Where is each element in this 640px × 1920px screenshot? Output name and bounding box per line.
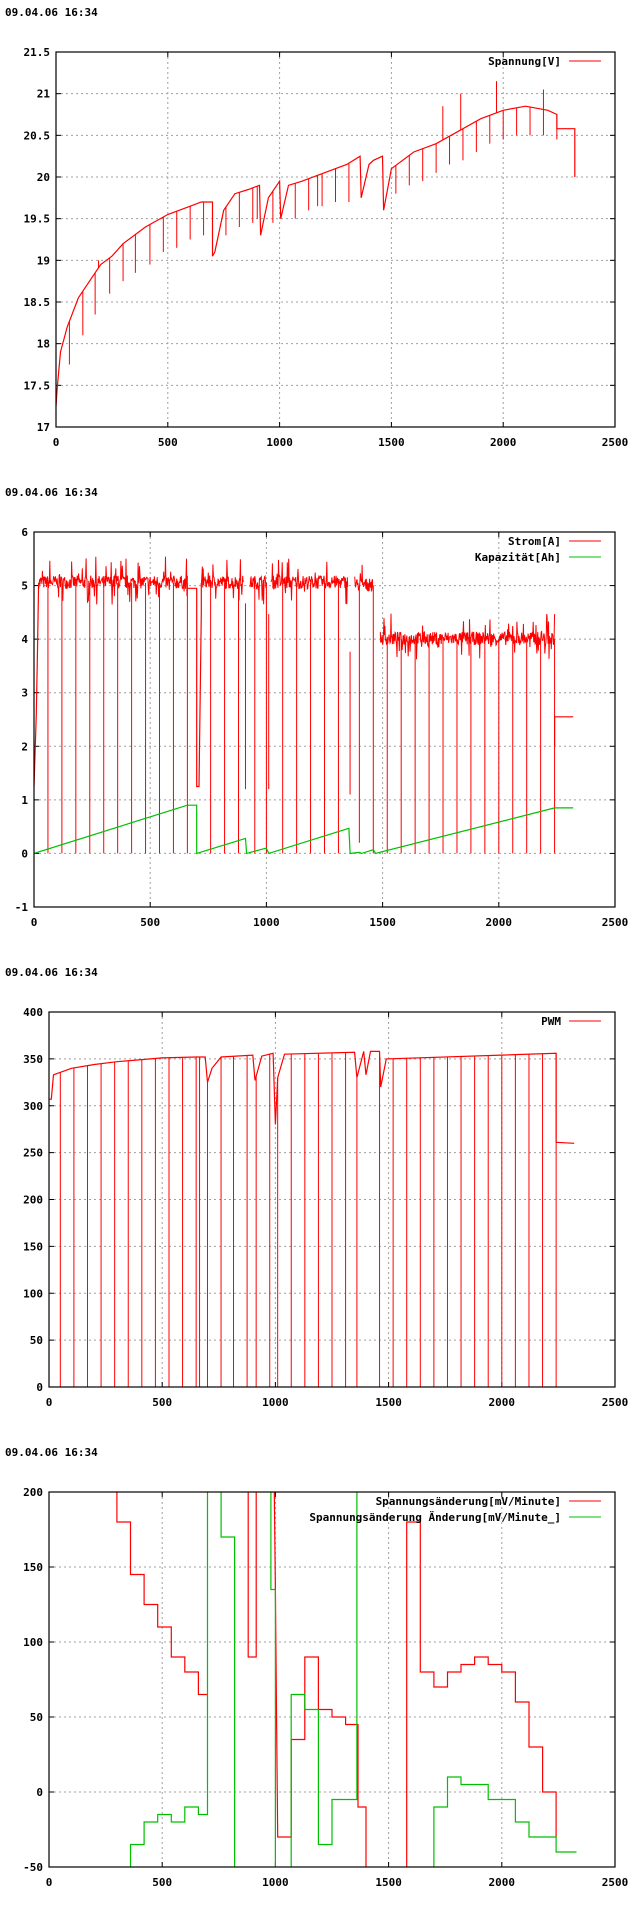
y-tick-label: 19.5 [24, 213, 51, 226]
pwm-chart-svg: 0 50 100 150 200 250 300 350 400 0 500 1000 1500 2000… [23, 1006, 629, 1409]
plot-border [33, 531, 616, 908]
y-tick-label: 150 [23, 1561, 43, 1574]
current-capacity-chart: 09.04.06 16:34 -1 0 1 2 3 4 5 6 0 500 1000 1500 2000… [0, 480, 640, 960]
x-tick-label: 0 [53, 436, 60, 449]
x-tick-label: 500 [152, 1396, 172, 1409]
x-tick-label: 0 [46, 1876, 53, 1889]
y-tick-label: 0 [36, 1381, 43, 1394]
series-line [34, 804, 574, 855]
series-0 [56, 81, 576, 407]
y-tick-label: 5 [21, 580, 28, 593]
y-tick-label: 350 [23, 1053, 43, 1066]
voltage-chart: 09.04.06 16:34 17 17.5 18 18.5 19 19.5 20 20.5 2… [0, 0, 640, 480]
series-line [116, 1492, 557, 1867]
timestamp: 09.04.06 16:34 [5, 966, 98, 979]
y-tick-label: 250 [23, 1147, 43, 1160]
legend-label: Spannungsänderung Änderung[mV/Minute_] [309, 1510, 561, 1524]
y-tick-label: -1 [15, 901, 29, 914]
legend-label: Kapazität[Ah] [475, 551, 561, 564]
plot-border [55, 51, 616, 428]
y-tick-label: 6 [21, 526, 28, 539]
x-tick-label: 0 [31, 916, 38, 929]
y-tick-label: 50 [30, 1711, 43, 1724]
y-tick-label: 50 [30, 1334, 43, 1347]
y-tick-label: 300 [23, 1100, 43, 1113]
pwm-chart: 09.04.06 16:34 0 50 100 150 200 250 300 350 400 0… [0, 960, 640, 1440]
x-tick-label: 2000 [489, 1396, 516, 1409]
y-tick-label: 0 [21, 847, 28, 860]
y-tick-label: -50 [23, 1861, 43, 1874]
plot-border [48, 1491, 616, 1868]
x-tick-label: 2500 [602, 1876, 629, 1889]
y-tick-label: 21.5 [24, 46, 51, 59]
series-0 [116, 1492, 557, 1867]
plot-border [48, 1011, 616, 1388]
y-tick-label: 150 [23, 1240, 43, 1253]
legend-label: PWM [541, 1015, 561, 1028]
y-tick-label: 3 [21, 687, 28, 700]
y-tick-label: 1 [21, 794, 28, 807]
x-tick-label: 500 [152, 1876, 172, 1889]
y-tick-label: 20 [37, 171, 50, 184]
x-tick-label: 1500 [375, 1876, 402, 1889]
series-1 [129, 1492, 577, 1867]
y-tick-label: 100 [23, 1636, 43, 1649]
y-tick-label: 200 [23, 1194, 43, 1207]
series-line [34, 582, 574, 788]
x-tick-label: 2000 [490, 436, 517, 449]
legend-label: Spannung[V] [488, 55, 561, 68]
x-tick-label: 2500 [602, 1396, 629, 1409]
y-tick-label: 200 [23, 1486, 43, 1499]
series-noise-path [200, 559, 244, 601]
series-noise-path [354, 564, 374, 592]
y-tick-label: 0 [36, 1786, 43, 1799]
series-line [129, 1492, 577, 1867]
y-tick-label: 20.5 [24, 129, 51, 142]
series-noise-path [38, 556, 188, 605]
timestamp: 09.04.06 16:34 [5, 6, 98, 19]
x-tick-label: 500 [140, 916, 160, 929]
timestamp: 09.04.06 16:34 [5, 1446, 98, 1459]
x-tick-label: 1000 [253, 916, 280, 929]
x-tick-label: 500 [158, 436, 178, 449]
y-tick-label: 18 [37, 338, 50, 351]
timestamp: 09.04.06 16:34 [5, 486, 98, 499]
series-1 [34, 804, 574, 855]
legend-label: Spannungsänderung[mV/Minute] [376, 1495, 561, 1508]
y-tick-label: 18.5 [24, 296, 51, 309]
y-tick-label: 19 [37, 254, 50, 267]
x-tick-label: 0 [46, 1396, 53, 1409]
series-0 [49, 1050, 575, 1387]
series-0 [34, 556, 574, 854]
y-tick-label: 2 [21, 740, 28, 753]
x-tick-label: 2000 [489, 1876, 516, 1889]
y-tick-label: 4 [21, 633, 28, 646]
voltage-change-chart: 09.04.06 16:34 -50 0 50 100 150 200 0 500 1000 15… [0, 1440, 640, 1920]
x-tick-label: 1000 [262, 1396, 289, 1409]
x-tick-label: 1500 [378, 436, 405, 449]
y-tick-label: 400 [23, 1006, 43, 1019]
x-tick-label: 2500 [602, 916, 629, 929]
series-noise-path [270, 558, 349, 605]
x-tick-label: 1500 [369, 916, 396, 929]
voltage-chart-svg: 17 17.5 18 18.5 19 19.5 20 20.5 21 21.5 0 500 1000 15… [24, 46, 629, 449]
y-tick-label: 17 [37, 421, 50, 434]
y-tick-label: 17.5 [24, 379, 51, 392]
y-tick-label: 100 [23, 1287, 43, 1300]
series-noise-path [249, 574, 267, 605]
x-tick-label: 1000 [262, 1876, 289, 1889]
x-tick-label: 1500 [375, 1396, 402, 1409]
x-tick-label: 2000 [486, 916, 513, 929]
x-tick-label: 2500 [602, 436, 629, 449]
series-line [56, 105, 576, 407]
series-noise-path [379, 613, 556, 660]
y-tick-label: 21 [37, 88, 51, 101]
x-tick-label: 1000 [266, 436, 293, 449]
legend-label: Strom[A] [508, 535, 561, 548]
